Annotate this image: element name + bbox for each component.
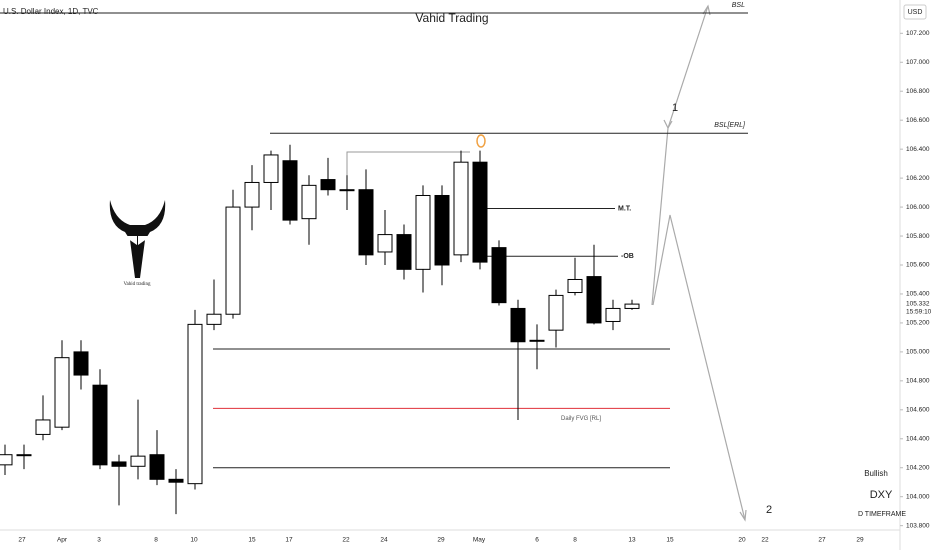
scenario-arrows — [651, 4, 747, 522]
x-tick-label: 20 — [738, 537, 746, 544]
y-tick-label: 104.800 — [906, 378, 930, 385]
chart-title: Vahid Trading — [415, 11, 488, 25]
y-tick-label: 103.800 — [906, 522, 930, 529]
candle-body — [605, 307, 621, 322]
x-tick-label: 22 — [342, 537, 350, 544]
candle-body — [320, 179, 336, 191]
x-tick-label: 6 — [535, 537, 539, 544]
x-tick-label: 8 — [154, 537, 158, 544]
candle-body — [35, 419, 51, 435]
level-label: Daily FVG [RL] — [561, 416, 601, 422]
candle-body — [225, 206, 241, 315]
y-tick-label: 104.000 — [906, 493, 930, 500]
x-tick-label: Apr — [57, 537, 68, 544]
candle-body — [301, 184, 317, 220]
candle-body — [434, 194, 450, 266]
candle-body — [491, 247, 507, 304]
annotation: Bullish — [864, 469, 888, 478]
last-price: 105.332 — [906, 301, 930, 308]
candle-body — [244, 181, 260, 208]
x-tick-label: 29 — [856, 537, 864, 544]
candle-body — [111, 461, 127, 467]
x-tick-label: May — [473, 537, 486, 544]
candle-body — [282, 160, 298, 221]
symbol: U.S. Dollar Index, 1D, TVC — [3, 7, 99, 16]
candle-body — [16, 454, 32, 457]
candle-body — [263, 154, 279, 183]
candle-body — [358, 189, 374, 256]
candle-body — [377, 234, 393, 253]
annotation: D TIMEFRAME — [858, 511, 906, 518]
level-label: BSL[ERL] — [714, 122, 746, 129]
logo-text: Vahid trading — [123, 282, 151, 287]
candle-body — [396, 234, 412, 270]
x-tick-label: 27 — [818, 537, 826, 544]
currency-box — [903, 4, 927, 20]
y-tick-label: 106.000 — [906, 204, 930, 211]
y-tick-label: 105.000 — [906, 349, 930, 356]
y-tick-label: 104.600 — [906, 407, 930, 414]
candle-body — [548, 294, 564, 331]
candle-body — [529, 339, 545, 342]
y-tick-label: 105.200 — [906, 320, 930, 327]
x-tick-label: 27 — [18, 537, 26, 544]
x-tick-label: 8 — [573, 537, 577, 544]
candle-body — [206, 313, 222, 325]
x-tick-label: 15 — [666, 537, 674, 544]
annotation: 1 — [672, 102, 678, 114]
x-tick-label: 15 — [248, 537, 256, 544]
x-tick-label: 17 — [285, 537, 293, 544]
candle-body — [92, 384, 108, 466]
candle-body — [586, 276, 602, 324]
countdown: 15:59:10 — [906, 309, 932, 316]
candle-body — [130, 455, 146, 467]
y-tick-label: 104.400 — [906, 435, 930, 442]
y-tick-label: 104.200 — [906, 464, 930, 471]
annotation: 2 — [766, 504, 772, 516]
candle-body — [472, 161, 488, 263]
marker-icon — [476, 134, 486, 148]
y-tick-label: 105.400 — [906, 291, 930, 298]
currency: USD — [908, 9, 923, 16]
x-tick-label: 10 — [190, 537, 198, 544]
candle-body — [567, 278, 583, 294]
candle-body — [453, 161, 469, 256]
candle-body — [510, 307, 526, 343]
x-tick-label: 22 — [761, 537, 769, 544]
y-tick-label: 107.200 — [906, 30, 930, 37]
x-tick-label: 13 — [628, 537, 636, 544]
x-tick-label: 29 — [437, 537, 445, 544]
candle-body — [624, 303, 640, 309]
y-tick-label: 107.000 — [906, 59, 930, 66]
candle-body — [168, 478, 184, 483]
level-label: M.T. — [618, 205, 631, 212]
annotation: DXY — [870, 489, 893, 501]
y-tick-label: 105.800 — [906, 233, 930, 240]
candle-body — [415, 194, 431, 270]
x-tick-label: 24 — [380, 537, 388, 544]
candle-body — [339, 189, 355, 192]
level-label: BSL — [732, 2, 745, 9]
y-tick-label: 106.400 — [906, 146, 930, 153]
logo — [109, 200, 166, 278]
candle-body — [54, 357, 70, 428]
candle-body — [149, 454, 165, 480]
candle-body — [73, 351, 89, 376]
x-tick-label: 3 — [97, 537, 101, 544]
level-label: -OB — [621, 253, 634, 260]
candle-body — [187, 323, 203, 485]
y-tick-label: 106.600 — [906, 117, 930, 124]
y-tick-label: 105.600 — [906, 262, 930, 269]
candle-body — [0, 454, 13, 466]
y-tick-label: 106.800 — [906, 88, 930, 95]
y-tick-label: 106.200 — [906, 175, 930, 182]
